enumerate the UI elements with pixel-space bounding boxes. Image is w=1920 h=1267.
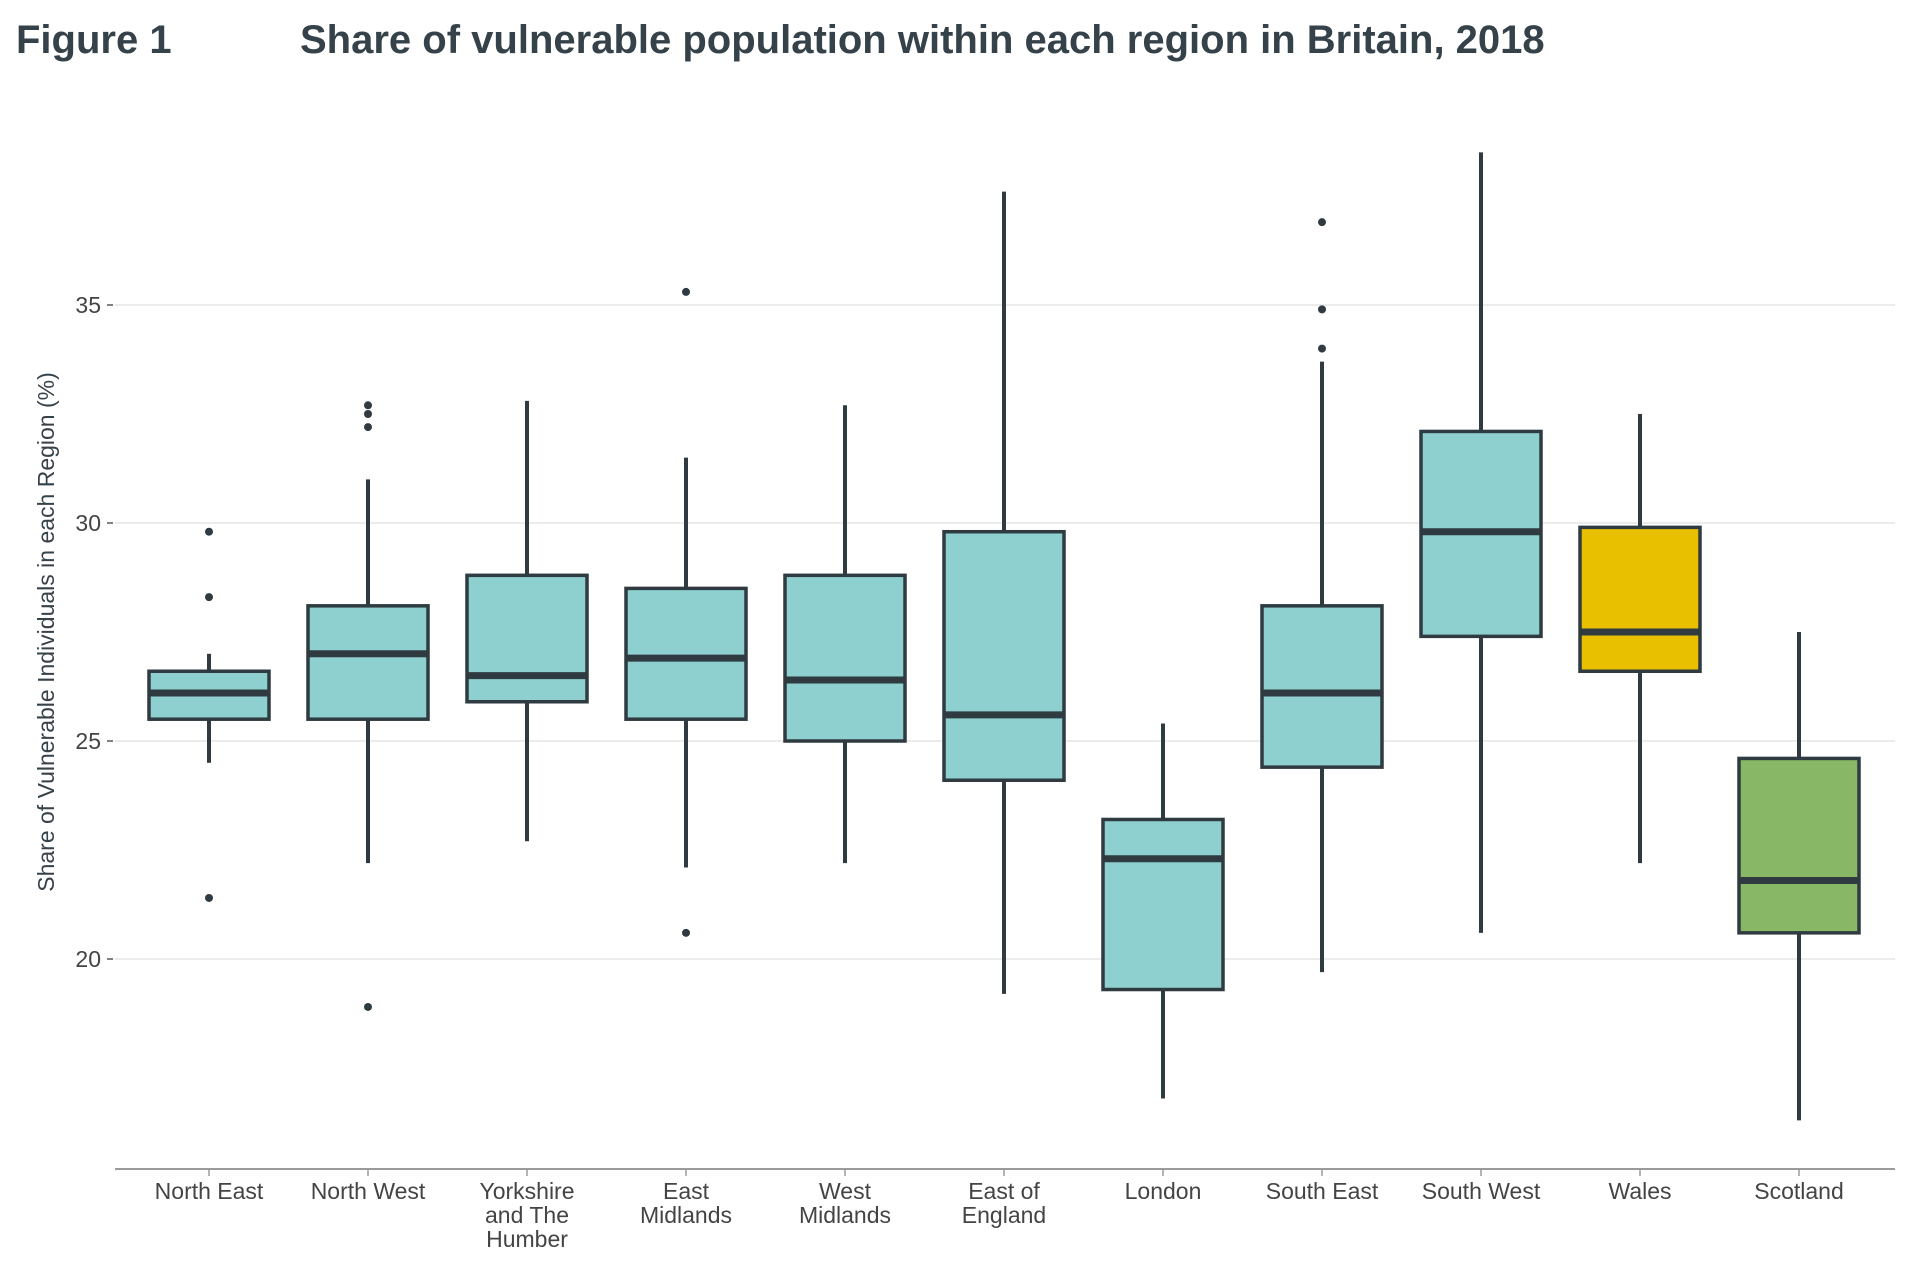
x-tick-label: West Midlands [799, 1178, 891, 1228]
box-south-east [1260, 218, 1384, 973]
iqr-box [624, 586, 748, 721]
x-tick-label: South East [1266, 1178, 1379, 1204]
x-tick-label: London [1125, 1178, 1202, 1204]
box-south-west [1419, 152, 1543, 933]
iqr-box [306, 604, 430, 721]
iqr-box [1260, 604, 1384, 769]
box-yorkshire-and-the-humber [465, 400, 589, 842]
figure-label: Figure 1 [16, 18, 172, 62]
box-north-east [147, 527, 271, 902]
outlier-point [364, 410, 372, 418]
x-tick-label: South West [1422, 1178, 1541, 1204]
box-north-west [306, 401, 430, 1011]
y-tick-label: 20 [75, 946, 101, 972]
box-scotland [1737, 632, 1861, 1121]
x-tick-label: Yorkshire and The Humber [479, 1178, 574, 1252]
outlier-point [205, 527, 213, 536]
outlier-point [682, 928, 690, 937]
iqr-box [465, 573, 589, 704]
chart-title: Share of vulnerable population within ea… [300, 18, 1545, 62]
y-axis-title: Share of Vulnerable Individuals in each … [33, 372, 59, 892]
outlier-point [1318, 305, 1326, 314]
outlier-point [1318, 344, 1326, 353]
box-london [1101, 723, 1225, 1099]
box-wales [1578, 414, 1702, 864]
y-tick-label: 25 [75, 728, 101, 754]
x-tick-label: East of England [962, 1178, 1046, 1228]
outlier-point [364, 1002, 372, 1011]
y-tick-label: 30 [75, 510, 101, 536]
x-tick-label: North West [311, 1178, 426, 1204]
box-east-midlands [624, 287, 748, 937]
x-tick-label: Scotland [1754, 1178, 1844, 1204]
outlier-point [205, 593, 213, 602]
x-tick-label: North East [155, 1178, 264, 1204]
y-tick-label: 35 [75, 292, 101, 318]
iqr-box [1578, 525, 1702, 673]
iqr-box [1737, 756, 1861, 935]
boxes [147, 152, 1861, 1121]
outlier-point [364, 423, 372, 432]
outlier-point [364, 401, 372, 410]
iqr-box [783, 573, 907, 743]
iqr-box [1101, 817, 1225, 992]
iqr-box [942, 529, 1066, 782]
box-west-midlands [783, 405, 907, 864]
outlier-point [682, 287, 690, 296]
x-tick-label: Wales [1608, 1178, 1671, 1204]
x-tick-label: East Midlands [640, 1178, 732, 1228]
outlier-point [205, 893, 213, 902]
axes: 20 25 30 35 North East North West Yorkshire and… [75, 292, 1895, 1252]
outlier-point [1318, 218, 1326, 227]
box-east-of-england [942, 191, 1066, 994]
